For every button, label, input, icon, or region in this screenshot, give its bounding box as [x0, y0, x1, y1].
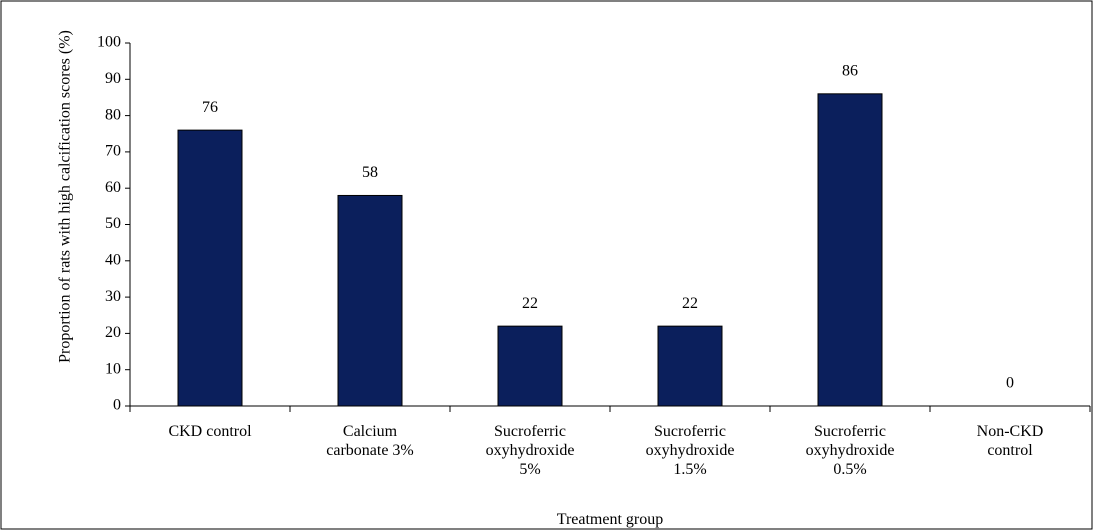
- y-tick-label: 0: [113, 397, 121, 414]
- y-tick-label: 80: [105, 106, 121, 123]
- value-label: 22: [522, 295, 538, 312]
- y-tick-label: 60: [105, 179, 121, 196]
- bar: [657, 325, 723, 407]
- x-tick-label: Non-CKD control: [976, 423, 1044, 459]
- y-tick-label: 90: [105, 70, 121, 87]
- y-tick-label: 50: [105, 215, 121, 232]
- x-tick-label: Sucroferric oxyhydroxide 5%: [485, 423, 575, 478]
- y-tick-label: 40: [105, 251, 121, 268]
- bar: [497, 325, 563, 407]
- y-tick-label: 100: [97, 34, 121, 51]
- x-tick-label: CKD control: [168, 423, 252, 440]
- x-tick-label: Sucroferric oxyhydroxide 0.5%: [805, 423, 895, 478]
- value-label: 22: [682, 295, 698, 312]
- x-tick-label: Calcium carbonate 3%: [326, 423, 414, 459]
- y-axis-title: Proportion of rats with high calcificati…: [56, 30, 74, 363]
- value-label: 76: [202, 99, 218, 116]
- bar: [817, 93, 883, 407]
- value-label: 86: [842, 62, 858, 79]
- value-label: 0: [1006, 375, 1014, 392]
- y-tick-label: 10: [105, 360, 121, 377]
- bar: [177, 129, 243, 407]
- bar: [337, 194, 403, 407]
- y-tick-label: 70: [105, 143, 121, 160]
- y-tick-label: 30: [105, 288, 121, 305]
- x-tick-label: Sucroferric oxyhydroxide 1.5%: [645, 423, 735, 478]
- x-axis-title: Treatment group: [556, 511, 664, 528]
- y-tick-label: 20: [105, 324, 121, 341]
- value-label: 58: [362, 164, 378, 181]
